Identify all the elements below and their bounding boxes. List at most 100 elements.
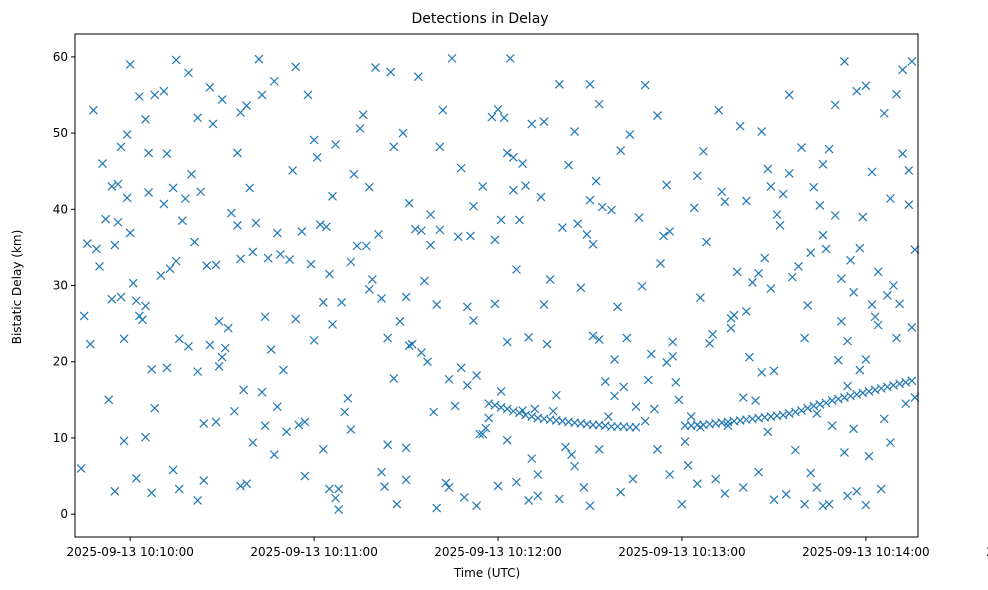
data-point: [726, 323, 736, 333]
data-point: [790, 407, 800, 417]
data-point: [318, 297, 328, 307]
data-point: [784, 409, 794, 418]
data-point: [579, 483, 589, 492]
data-point: [325, 484, 334, 494]
data-point: [493, 105, 503, 114]
data-point: [297, 226, 307, 236]
data-point: [374, 230, 383, 239]
data-point: [889, 380, 898, 390]
data-point: [870, 385, 880, 395]
data-point: [386, 67, 396, 77]
data-point: [649, 404, 659, 414]
data-point: [800, 499, 810, 509]
data-point: [328, 191, 337, 201]
x-tick-label: 2025-09-13 10:14:00: [802, 545, 929, 559]
data-point: [171, 256, 181, 266]
data-point: [358, 110, 368, 120]
data-point: [843, 336, 852, 346]
data-point: [266, 345, 276, 354]
data-point: [199, 476, 209, 486]
data-point: [846, 255, 855, 265]
data-point: [653, 111, 662, 120]
data-point: [257, 90, 267, 100]
data-point: [190, 237, 199, 247]
data-point: [812, 483, 822, 492]
data-point: [769, 495, 779, 505]
data-point: [585, 195, 595, 205]
data-point: [907, 322, 917, 332]
data-point: [401, 292, 411, 302]
data-point: [88, 105, 98, 115]
data-point: [686, 412, 696, 422]
data-point: [594, 444, 604, 454]
data-point: [321, 222, 331, 232]
data-point: [879, 414, 889, 424]
data-point: [882, 382, 892, 392]
data-point: [527, 119, 537, 129]
data-point: [466, 231, 475, 241]
data-point: [233, 220, 242, 230]
data-point: [248, 438, 258, 447]
data-point: [889, 281, 898, 290]
data-point: [147, 488, 157, 498]
data-point: [637, 281, 647, 291]
data-point: [640, 80, 650, 90]
data-point: [898, 149, 908, 159]
data-point: [380, 482, 390, 492]
data-point: [432, 503, 442, 513]
scatter-points: [76, 53, 920, 514]
data-point: [401, 443, 411, 453]
data-point: [147, 364, 157, 374]
data-point: [269, 450, 279, 460]
data-point: [180, 194, 190, 204]
data-point: [438, 105, 448, 115]
data-point: [861, 81, 871, 91]
data-point: [907, 376, 917, 386]
data-point: [174, 484, 184, 494]
data-point: [450, 401, 460, 411]
data-point: [377, 294, 386, 303]
data-point: [223, 323, 233, 333]
data-point: [119, 436, 129, 446]
data-point: [325, 269, 334, 279]
data-point: [116, 292, 126, 302]
data-point: [818, 501, 828, 511]
data-point: [331, 493, 340, 503]
data-point: [846, 391, 855, 401]
data-point: [383, 333, 393, 343]
data-point: [410, 224, 420, 234]
data-point: [843, 491, 852, 501]
data-point: [668, 351, 678, 361]
data-point: [564, 160, 573, 170]
data-point: [892, 333, 901, 343]
data-point: [772, 210, 782, 220]
data-point: [840, 57, 849, 66]
data-point: [898, 65, 908, 75]
data-point: [183, 68, 193, 78]
data-point: [131, 473, 141, 483]
data-point: [717, 187, 727, 197]
data-point: [260, 312, 270, 322]
data-point: [576, 283, 586, 293]
data-point: [490, 235, 500, 245]
data-point: [858, 388, 868, 398]
data-point: [619, 382, 629, 392]
chart-title: Detections in Delay: [411, 11, 548, 27]
data-point: [757, 127, 767, 136]
data-point: [698, 146, 708, 156]
data-point: [420, 276, 429, 286]
data-point: [515, 408, 524, 418]
data-point: [282, 427, 291, 437]
data-point: [107, 181, 117, 191]
data-point: [723, 421, 733, 431]
data-point: [331, 140, 340, 149]
data-point: [508, 185, 518, 195]
data-point: [257, 387, 267, 397]
data-point: [656, 258, 665, 268]
data-point: [821, 244, 831, 254]
data-point: [702, 237, 711, 247]
data-point: [800, 333, 810, 343]
data-point: [861, 500, 871, 510]
data-point: [263, 253, 273, 263]
data-point: [797, 143, 806, 152]
